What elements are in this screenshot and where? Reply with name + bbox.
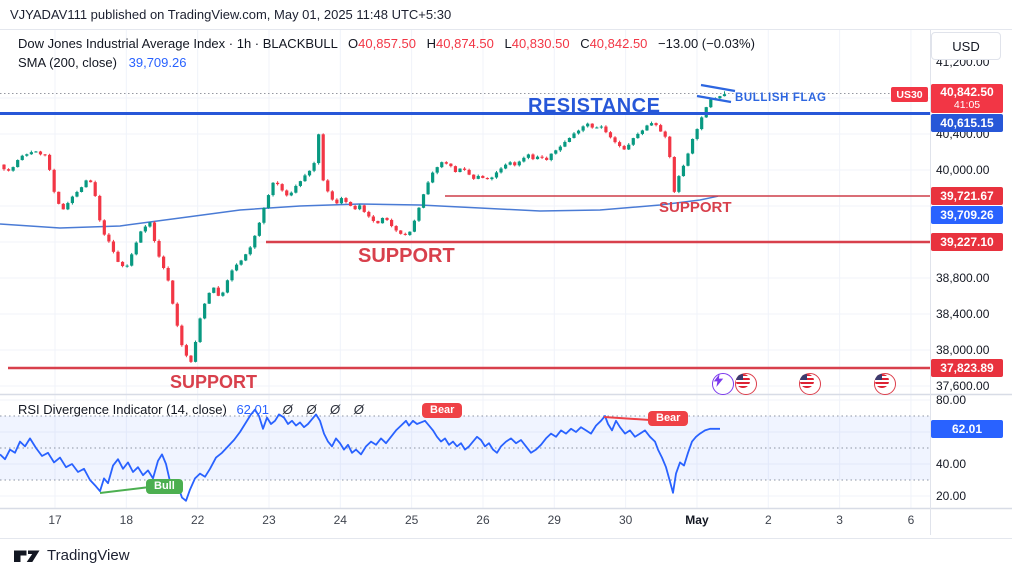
close-value: 40,842.50 [589,36,648,51]
support2-annotation[interactable]: SUPPORT [358,245,455,267]
close-label: C [580,36,590,51]
price-axis-label: 38,800.00 [936,271,990,285]
tradingview-brand-text: TradingView [47,547,130,564]
time-axis-label: May [685,513,709,527]
support1-price-tag: 39,721.67 [931,187,1003,205]
time-axis-label: 30 [618,513,633,527]
symbol-legend[interactable]: Dow Jones Industrial Average Index · 1h … [18,36,755,51]
last-price-value: 40,842.50 [940,84,994,99]
time-axis-label: 3 [836,513,843,527]
open-value: 40,857.50 [358,36,416,51]
time-axis-label: 22 [190,513,205,527]
time-axis-label: 29 [547,513,561,527]
rsi-axis-label: 80.00 [936,393,967,407]
price-axis-label: 37,600.00 [936,379,990,393]
rsi-zero-values: Ø Ø Ø Ø [282,402,369,417]
support2-price-tag: 39,227.10 [931,233,1003,251]
rsi-indicator-name: RSI Divergence Indicator (14, close) [18,402,227,417]
high-value: 40,874.50 [436,36,494,51]
rsi-line [0,408,720,502]
symbol-title: Dow Jones Industrial Average Index · 1h … [18,36,338,51]
publish-bar: VJYADAV111 published on TradingView.com,… [0,0,1012,30]
sma-line [0,195,719,229]
bullish-flag-annotation[interactable]: BULLISH FLAG [735,92,827,104]
us-flag-event-icon-3[interactable] [874,373,896,395]
time-axis-label: 25 [404,513,419,527]
bar-countdown: 41:05 [953,98,981,111]
change-value: −13.00 (−0.03%) [658,36,755,51]
rsi-indicator-value: 62.01 [236,402,269,417]
high-label: H [426,36,437,51]
rsi-axis-label: 20.00 [936,489,967,503]
sma-value: 39,709.26 [128,55,187,70]
support1-annotation[interactable]: SUPPORT [659,199,732,216]
support3-price-tag: 37,823.89 [931,359,1003,377]
rsi-value-tag: 62.01 [931,420,1003,438]
time-axis-label: 23 [262,513,276,527]
symbol-price-tag: US30 [891,87,928,102]
low-value: 40,830.50 [511,36,570,51]
support3-annotation[interactable]: SUPPORT [170,372,258,392]
time-axis-label: 24 [333,513,347,527]
price-axis-label: 38,400.00 [936,307,990,321]
price-axis-label: 38,000.00 [936,343,990,357]
rsi-legend[interactable]: RSI Divergence Indicator (14, close) 62.… [18,402,369,417]
currency-button[interactable]: USD [931,32,1001,60]
publish-text: VJYADAV111 published on TradingView.com,… [10,7,452,22]
time-axis-label: 18 [119,513,133,527]
time-axis-label: 26 [476,513,490,527]
open-label: O [348,36,359,51]
resistance-price-tag: 40,615.15 [931,114,1003,132]
tradingview-logo-icon [14,550,40,562]
bear-marker-1: Bear [422,403,463,418]
economic-event-lightning-icon[interactable] [712,373,734,395]
sma-price-tag: 39,709.26 [931,206,1003,224]
us-flag-event-icon-2[interactable] [799,373,821,395]
sma-label: SMA (200, close) [18,55,117,70]
rsi-axis-label: 40.00 [936,457,967,471]
price-axis-label: 40,000.00 [936,163,990,177]
time-axis-label: 17 [48,513,62,527]
bullish-flag-lower-line[interactable] [696,94,732,104]
footer: TradingView [0,538,1012,571]
last-price-tag: 40,842.50 41:05 [931,84,1003,113]
bull-marker: Bull [146,479,183,494]
resistance-annotation[interactable]: RESISTANCE [528,95,661,117]
bull-divergence-line [99,486,151,494]
low-label: L [504,36,512,51]
time-axis-label: 6 [907,513,915,527]
bullish-flag-upper-line[interactable] [700,83,736,93]
sma-legend[interactable]: SMA (200, close) 39,709.26 [18,55,186,70]
bear-divergence-line [603,416,651,421]
time-axis-label: 2 [764,513,772,527]
us-flag-event-icon-1[interactable] [735,373,757,395]
candlestick-series [2,91,727,363]
bear-marker-2: Bear [648,411,689,426]
